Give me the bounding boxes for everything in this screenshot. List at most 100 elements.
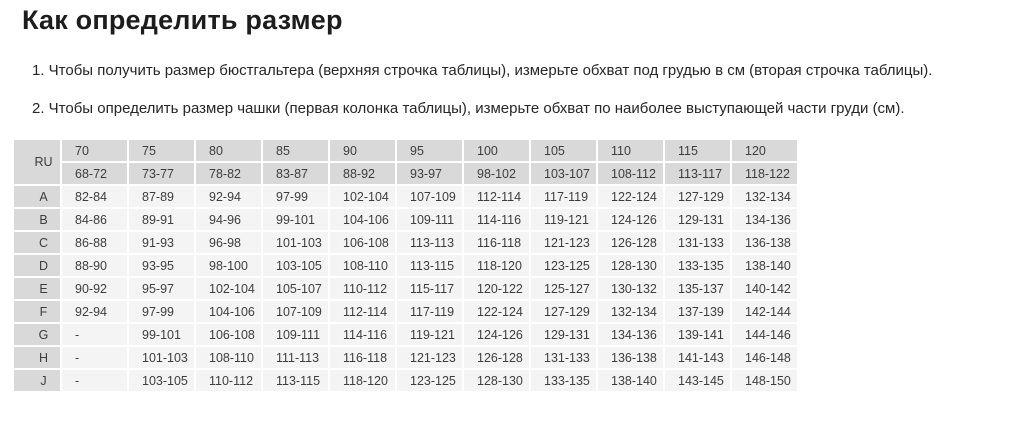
size-range-cell: 110-112	[196, 370, 261, 391]
cup-letter-cell: E	[14, 278, 60, 299]
size-range-cell: 122-124	[598, 186, 663, 207]
cup-row-H: H -101-103 108-110 111-113 116-118 121-123 126…	[14, 347, 797, 368]
size-range-cell: 92-94	[196, 186, 261, 207]
size-range-cell: 123-125	[531, 255, 596, 276]
size-range-cell: 120-122	[464, 278, 529, 299]
size-table: RU 70 75 80 85 90 95 100 105 110 115 120 68-72 73-77 7…	[12, 138, 799, 393]
size-range-cell: -	[62, 370, 127, 391]
size-range-cell: 140-142	[732, 278, 797, 299]
size-range-cell: 143-145	[665, 370, 730, 391]
size-range-cell: 124-126	[464, 324, 529, 345]
band-size-cell: 90	[330, 140, 395, 161]
size-range-cell: 99-101	[129, 324, 194, 345]
size-range-cell: 112-114	[464, 186, 529, 207]
size-range-cell: 109-111	[397, 209, 462, 230]
size-range-cell: 134-136	[598, 324, 663, 345]
cup-row-G: G -99-101 106-108 109-111 114-116 119-121 124-…	[14, 324, 797, 345]
underbust-range-cell: 93-97	[397, 163, 462, 184]
page-title: Как определить размер	[22, 5, 343, 35]
size-range-cell: 146-148	[732, 347, 797, 368]
size-range-cell: 107-109	[263, 301, 328, 322]
underbust-range-row: 68-72 73-77 78-82 83-87 88-92 93-97 98-102 103-…	[14, 163, 797, 184]
cup-row-D: D 88-90 93-95 98-100 103-105 108-110 113-115 11…	[14, 255, 797, 276]
underbust-range-cell: 103-107	[531, 163, 596, 184]
size-range-cell: 101-103	[263, 232, 328, 253]
size-range-cell: 102-104	[196, 278, 261, 299]
size-range-cell: 132-134	[598, 301, 663, 322]
size-range-cell: 125-127	[531, 278, 596, 299]
size-range-cell: 132-134	[732, 186, 797, 207]
size-range-cell: 116-118	[330, 347, 395, 368]
size-range-cell: 104-106	[330, 209, 395, 230]
underbust-range-cell: 88-92	[330, 163, 395, 184]
size-range-cell: 117-119	[531, 186, 596, 207]
cup-letter-cell: H	[14, 347, 60, 368]
size-range-cell: 138-140	[732, 255, 797, 276]
band-size-cell: 80	[196, 140, 261, 161]
size-range-cell: 136-138	[732, 232, 797, 253]
size-range-cell: 107-109	[397, 186, 462, 207]
size-range-cell: 113-115	[263, 370, 328, 391]
band-size-cell: 120	[732, 140, 797, 161]
cup-row-B: B 84-86 89-91 94-96 99-101 104-106 109-111 114-…	[14, 209, 797, 230]
size-range-cell: 130-132	[598, 278, 663, 299]
size-range-cell: 131-133	[531, 347, 596, 368]
size-range-cell: 127-129	[531, 301, 596, 322]
size-range-cell: 136-138	[598, 347, 663, 368]
size-range-cell: 135-137	[665, 278, 730, 299]
size-range-cell: 88-90	[62, 255, 127, 276]
size-range-cell: 104-106	[196, 301, 261, 322]
cup-letter-cell: B	[14, 209, 60, 230]
instruction-step-1: 1. Чтобы получить размер бюстгальтера (в…	[32, 62, 933, 79]
cup-row-C: C 86-88 91-93 96-98 101-103 106-108 113-113 116…	[14, 232, 797, 253]
band-size-cell: 110	[598, 140, 663, 161]
instructions-block: 1. Чтобы получить размер бюстгальтера (в…	[32, 62, 1024, 118]
size-range-cell: 133-135	[531, 370, 596, 391]
size-range-cell: 95-97	[129, 278, 194, 299]
size-range-cell: 113-115	[397, 255, 462, 276]
size-range-cell: 96-98	[196, 232, 261, 253]
size-range-cell: 113-113	[397, 232, 462, 253]
size-range-cell: 90-92	[62, 278, 127, 299]
cup-letter-cell: A	[14, 186, 60, 207]
size-range-cell: 141-143	[665, 347, 730, 368]
size-range-cell: 138-140	[598, 370, 663, 391]
size-range-cell: 128-130	[464, 370, 529, 391]
size-range-cell: 122-124	[464, 301, 529, 322]
size-range-cell: 103-105	[263, 255, 328, 276]
size-range-cell: 110-112	[330, 278, 395, 299]
size-range-cell: 109-111	[263, 324, 328, 345]
size-range-cell: 94-96	[196, 209, 261, 230]
size-range-cell: 127-129	[665, 186, 730, 207]
size-range-cell: 114-116	[464, 209, 529, 230]
size-range-cell: 84-86	[62, 209, 127, 230]
size-range-cell: 131-133	[665, 232, 730, 253]
underbust-range-cell: 83-87	[263, 163, 328, 184]
size-range-cell: 89-91	[129, 209, 194, 230]
size-range-cell: 139-141	[665, 324, 730, 345]
band-size-cell: 115	[665, 140, 730, 161]
size-range-cell: 119-121	[397, 324, 462, 345]
size-range-cell: -	[62, 347, 127, 368]
band-size-cell: 85	[263, 140, 328, 161]
cup-letter-cell: G	[14, 324, 60, 345]
cup-letter-cell: D	[14, 255, 60, 276]
underbust-range-cell: 118-122	[732, 163, 797, 184]
size-range-cell: 108-110	[330, 255, 395, 276]
size-range-cell: 92-94	[62, 301, 127, 322]
band-size-cell: 75	[129, 140, 194, 161]
cup-row-E: E 90-92 95-97 102-104 105-107 110-112 115-117 1…	[14, 278, 797, 299]
underbust-range-cell: 108-112	[598, 163, 663, 184]
size-range-cell: 86-88	[62, 232, 127, 253]
cup-letter-cell: F	[14, 301, 60, 322]
size-range-cell: 106-108	[196, 324, 261, 345]
size-range-cell: 108-110	[196, 347, 261, 368]
size-range-cell: 137-139	[665, 301, 730, 322]
size-range-cell: 93-95	[129, 255, 194, 276]
underbust-range-cell: 98-102	[464, 163, 529, 184]
underbust-range-cell: 113-117	[665, 163, 730, 184]
size-range-cell: 102-104	[330, 186, 395, 207]
size-range-cell: 118-120	[464, 255, 529, 276]
size-range-cell: 128-130	[598, 255, 663, 276]
cup-row-A: A 82-84 87-89 92-94 97-99 102-104 107-109 112-1…	[14, 186, 797, 207]
